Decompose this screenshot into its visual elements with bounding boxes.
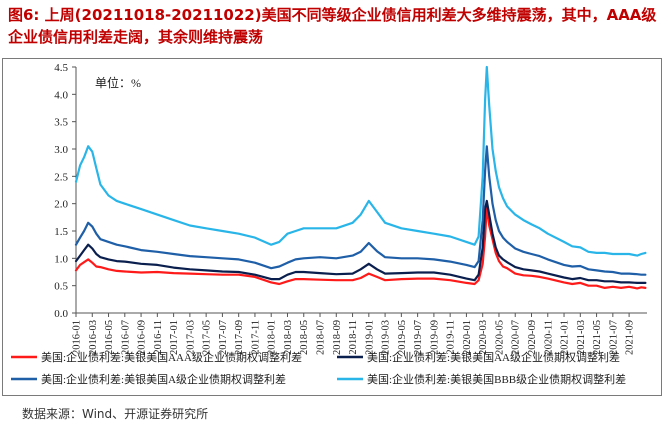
y-tick-label: 3.5 xyxy=(54,117,68,129)
series-line-3 xyxy=(74,145,647,276)
legend-label-2: 美国:企业债利差:美银美国AA级企业债期权调整利差 xyxy=(367,350,620,364)
x-tick-label: 2021-05 xyxy=(592,320,603,355)
x-tick-label: 2020-01 xyxy=(462,320,473,355)
series-line-4 xyxy=(74,65,647,257)
y-tick-label: 4.5 xyxy=(54,62,68,74)
x-tick-label: 2018-01 xyxy=(267,320,278,355)
legend-label-3: 美国:企业债利差:美银美国A级企业债期权调整利差 xyxy=(41,372,286,386)
x-tick-label: 2017-03 xyxy=(185,320,196,355)
x-tick-label: 2020-03 xyxy=(478,320,489,355)
y-tick-label: 2.5 xyxy=(54,171,68,183)
y-tick-label: 3.0 xyxy=(54,144,68,156)
x-tick-label: 2017-11 xyxy=(250,320,261,355)
unit-label: 单位：% xyxy=(95,75,141,90)
x-tick-label: 2017-01 xyxy=(169,320,180,355)
y-tick-label: 0.0 xyxy=(54,308,68,320)
x-tick-label: 2016-05 xyxy=(104,320,115,355)
x-tick-label: 2017-07 xyxy=(218,320,229,355)
y-tick-label: 1.5 xyxy=(54,226,68,238)
x-tick-label: 2020-05 xyxy=(494,320,505,355)
x-tick-label: 2016-03 xyxy=(88,320,99,355)
series-line-1 xyxy=(74,205,647,290)
legend-label-1: 美国:企业债利差:美银美国AAA级企业债期权调整利差 xyxy=(41,350,302,364)
x-tick-label: 2018-03 xyxy=(283,320,294,355)
y-tick-label: 4.0 xyxy=(54,89,68,101)
x-tick-label: 2021-01 xyxy=(560,320,571,355)
x-tick-label: 2018-09 xyxy=(332,320,343,355)
legend-label-4: 美国:企业债利差:美银美国BBB级企业债期权调整利差 xyxy=(367,372,626,386)
x-tick-label: 2016-01 xyxy=(72,320,83,355)
chart-frame: 0.0 0.5 1.0 1.5 2.0 2.5 3.0 3.5 4.0 4.5 2016-01 20… xyxy=(2,58,662,396)
x-tick-label: 2016-11 xyxy=(153,320,164,355)
y-tick-label: 2.0 xyxy=(54,199,68,211)
x-tick-label: 2019-03 xyxy=(381,320,392,355)
x-tick-label: 2019-05 xyxy=(397,320,408,355)
x-tick-label: 2016-07 xyxy=(120,320,131,355)
x-tick-label: 2019-09 xyxy=(429,320,440,355)
series-line-2 xyxy=(74,199,647,284)
line-chart: 0.00.51.01.52.02.53.03.54.04.5 2016-01 20… xyxy=(11,62,647,386)
source-note: 数据来源：Wind、开源证券研究所 xyxy=(22,407,209,421)
x-tick-label: 2016-09 xyxy=(137,320,148,355)
x-tick-label: 2019-11 xyxy=(446,320,457,355)
figure-title: 图6: 上周(20211018-20211022)美国不同等级企业债信用利差大多… xyxy=(8,6,657,46)
x-tick-label: 2018-05 xyxy=(299,320,310,355)
x-tick-label: 2017-09 xyxy=(234,320,245,355)
x-tick-label: 2021-03 xyxy=(576,320,587,355)
y-tick-label: 1.0 xyxy=(54,253,68,265)
legend: 美国:企业债利差:美银美国AAA级企业债期权调整利差 美国:企业债利差:美银美国A… xyxy=(11,350,626,386)
x-axis: 2016-01 2016-03 2016-05 2016-07 2016-09 2016-… xyxy=(72,312,647,355)
x-tick-label: 2021-07 xyxy=(608,320,619,355)
x-tick-label: 2017-05 xyxy=(202,320,213,355)
x-tick-label: 2021-09 xyxy=(625,320,636,355)
x-tick-label: 2018-11 xyxy=(348,320,359,355)
x-tick-label: 2020-07 xyxy=(511,320,522,355)
x-tick-label: 2019-01 xyxy=(364,320,375,355)
y-tick-label: 0.5 xyxy=(54,281,68,293)
x-tick-label: 2020-09 xyxy=(527,320,538,355)
x-tick-label: 2019-07 xyxy=(413,320,424,355)
x-tick-label: 2018-07 xyxy=(316,320,327,355)
series-lines xyxy=(74,65,647,290)
x-tick-label: 2020-11 xyxy=(543,320,554,355)
y-axis: 0.0 0.5 1.0 1.5 2.0 2.5 3.0 3.5 4.0 4.5 xyxy=(54,62,77,320)
